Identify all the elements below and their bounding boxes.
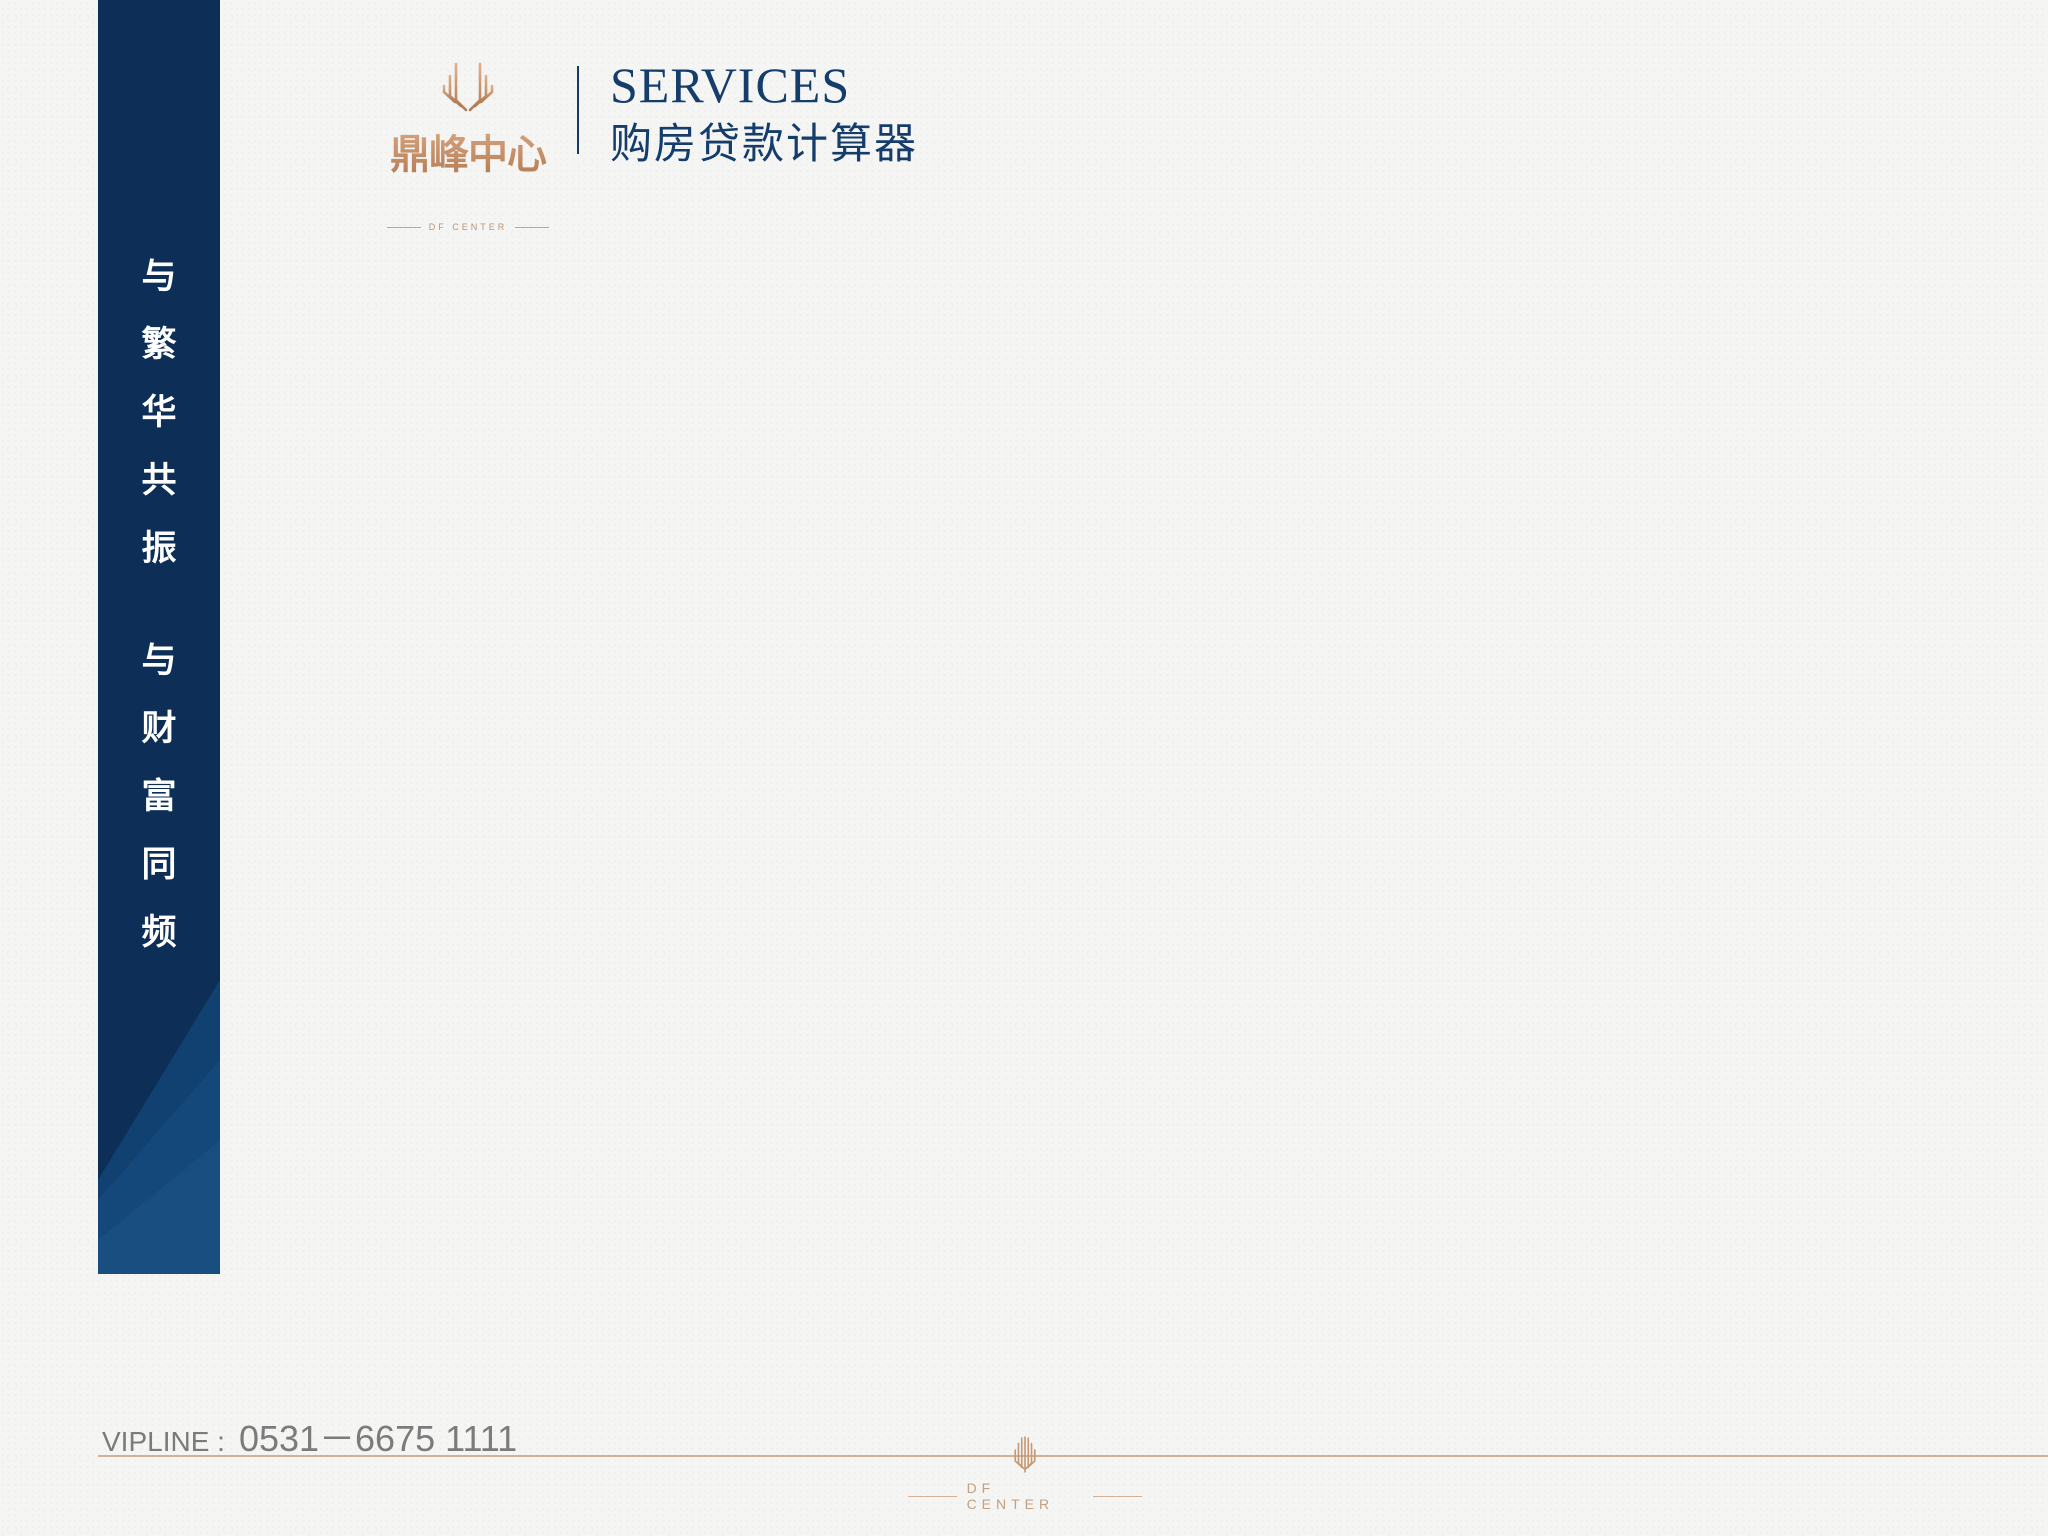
vertical-slogan-banner: 与 繁 华 共 振 与 财 富 同 频 [98, 0, 220, 1274]
page-title-english: SERVICES [610, 57, 851, 113]
slogan-char: 繁 [141, 325, 177, 365]
slogan-text: 与 繁 华 共 振 与 财 富 同 频 [98, 243, 220, 967]
slogan-char: 共 [141, 461, 177, 501]
footer-brand-name: DF CENTER [966, 1480, 1055, 1512]
vip-hotline: VIPLINE : 0531－6675 1111 [102, 1410, 517, 1462]
header-divider [577, 66, 579, 154]
slogan-char: 同 [141, 845, 177, 885]
slogan-char: 财 [141, 709, 177, 749]
tree-mark-icon [442, 50, 494, 118]
slogan-char: 频 [141, 913, 177, 953]
footer-brand-logo: DF CENTER [908, 1436, 1142, 1512]
vipline-label: VIPLINE : [102, 1426, 225, 1457]
logo-english-name: DF CENTER [428, 222, 508, 232]
slogan-char: 与 [141, 641, 177, 681]
slogan-char: 华 [141, 393, 177, 433]
logo-english-row: DF CENTER [383, 222, 553, 232]
footer-tree-mark-icon [1014, 1436, 1036, 1473]
logo-chinese-name: 鼎峰中心 [383, 122, 553, 180]
footer-brand-row: DF CENTER [908, 1480, 1142, 1512]
page-title-chinese: 购房贷款计算器 [610, 119, 919, 168]
footer-rule [98, 1455, 2048, 1457]
banner-facet-decoration [98, 980, 220, 1274]
slogan-char: 振 [141, 529, 177, 569]
footer-brand-rule-right [1093, 1495, 1142, 1497]
vipline-number: 0531－6675 1111 [238, 1418, 518, 1459]
footer-brand-rule-left [908, 1495, 957, 1497]
logo-rule-left [386, 226, 421, 228]
slogan-char: 富 [141, 777, 177, 817]
brand-logo: 鼎峰中心 DF CENTER [383, 50, 553, 232]
slogan-char: 与 [141, 257, 177, 297]
logo-rule-right [515, 226, 550, 228]
